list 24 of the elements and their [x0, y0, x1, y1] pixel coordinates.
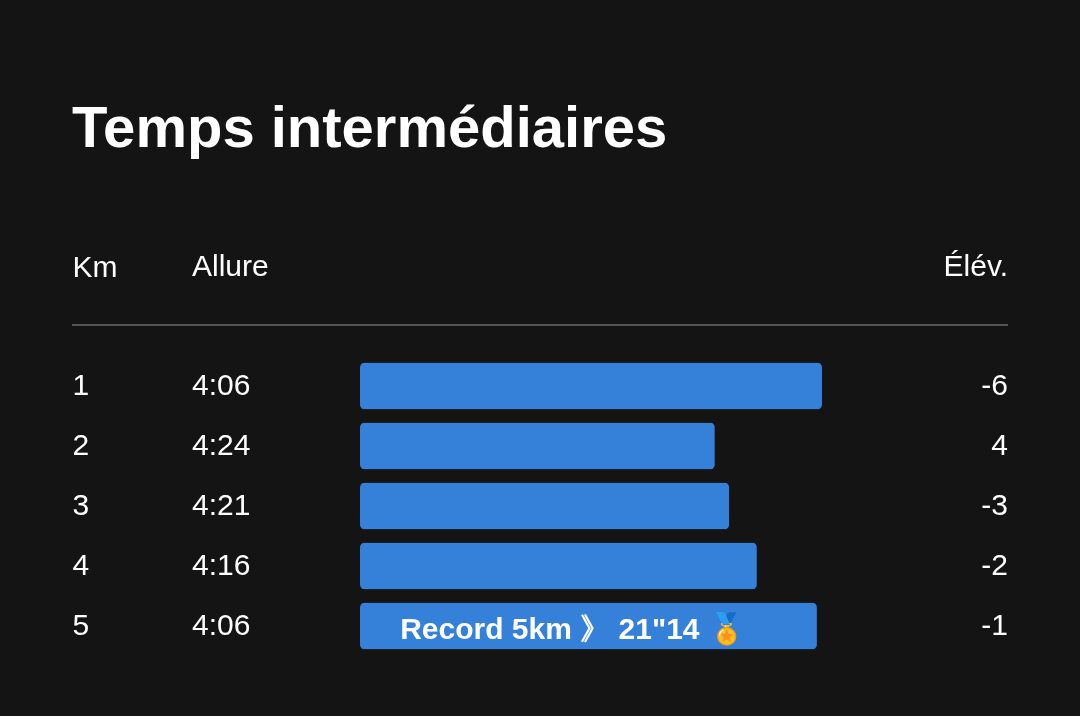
y-tick-label: 3 — [72, 488, 90, 521]
bar — [360, 482, 730, 530]
text: 4:06 — [192, 368, 251, 401]
text: -2 — [981, 548, 1008, 581]
bar — [360, 362, 822, 410]
y-tick-label: 4 — [72, 548, 90, 581]
y-tick-label: 5 — [72, 608, 90, 641]
bar — [360, 542, 757, 590]
chart-title: Temps intermédiaires — [72, 94, 668, 159]
text: Élév. — [943, 249, 1008, 282]
annotation: Record 5km 》 21"14 🏅 — [400, 611, 745, 647]
text: 4 — [991, 428, 1008, 461]
bar — [360, 422, 715, 470]
text: 4:24 — [192, 428, 251, 461]
text: 4:16 — [192, 548, 251, 581]
y-tick-label: 1 — [72, 368, 90, 401]
text: -1 — [981, 608, 1008, 641]
text: 4:21 — [192, 488, 251, 521]
text: -6 — [981, 368, 1008, 401]
y-tick-label: 2 — [72, 428, 90, 461]
text: Allure — [192, 249, 269, 282]
text: -3 — [981, 488, 1008, 521]
y-axis-title: Km — [72, 249, 118, 283]
text: 4:06 — [192, 608, 251, 641]
